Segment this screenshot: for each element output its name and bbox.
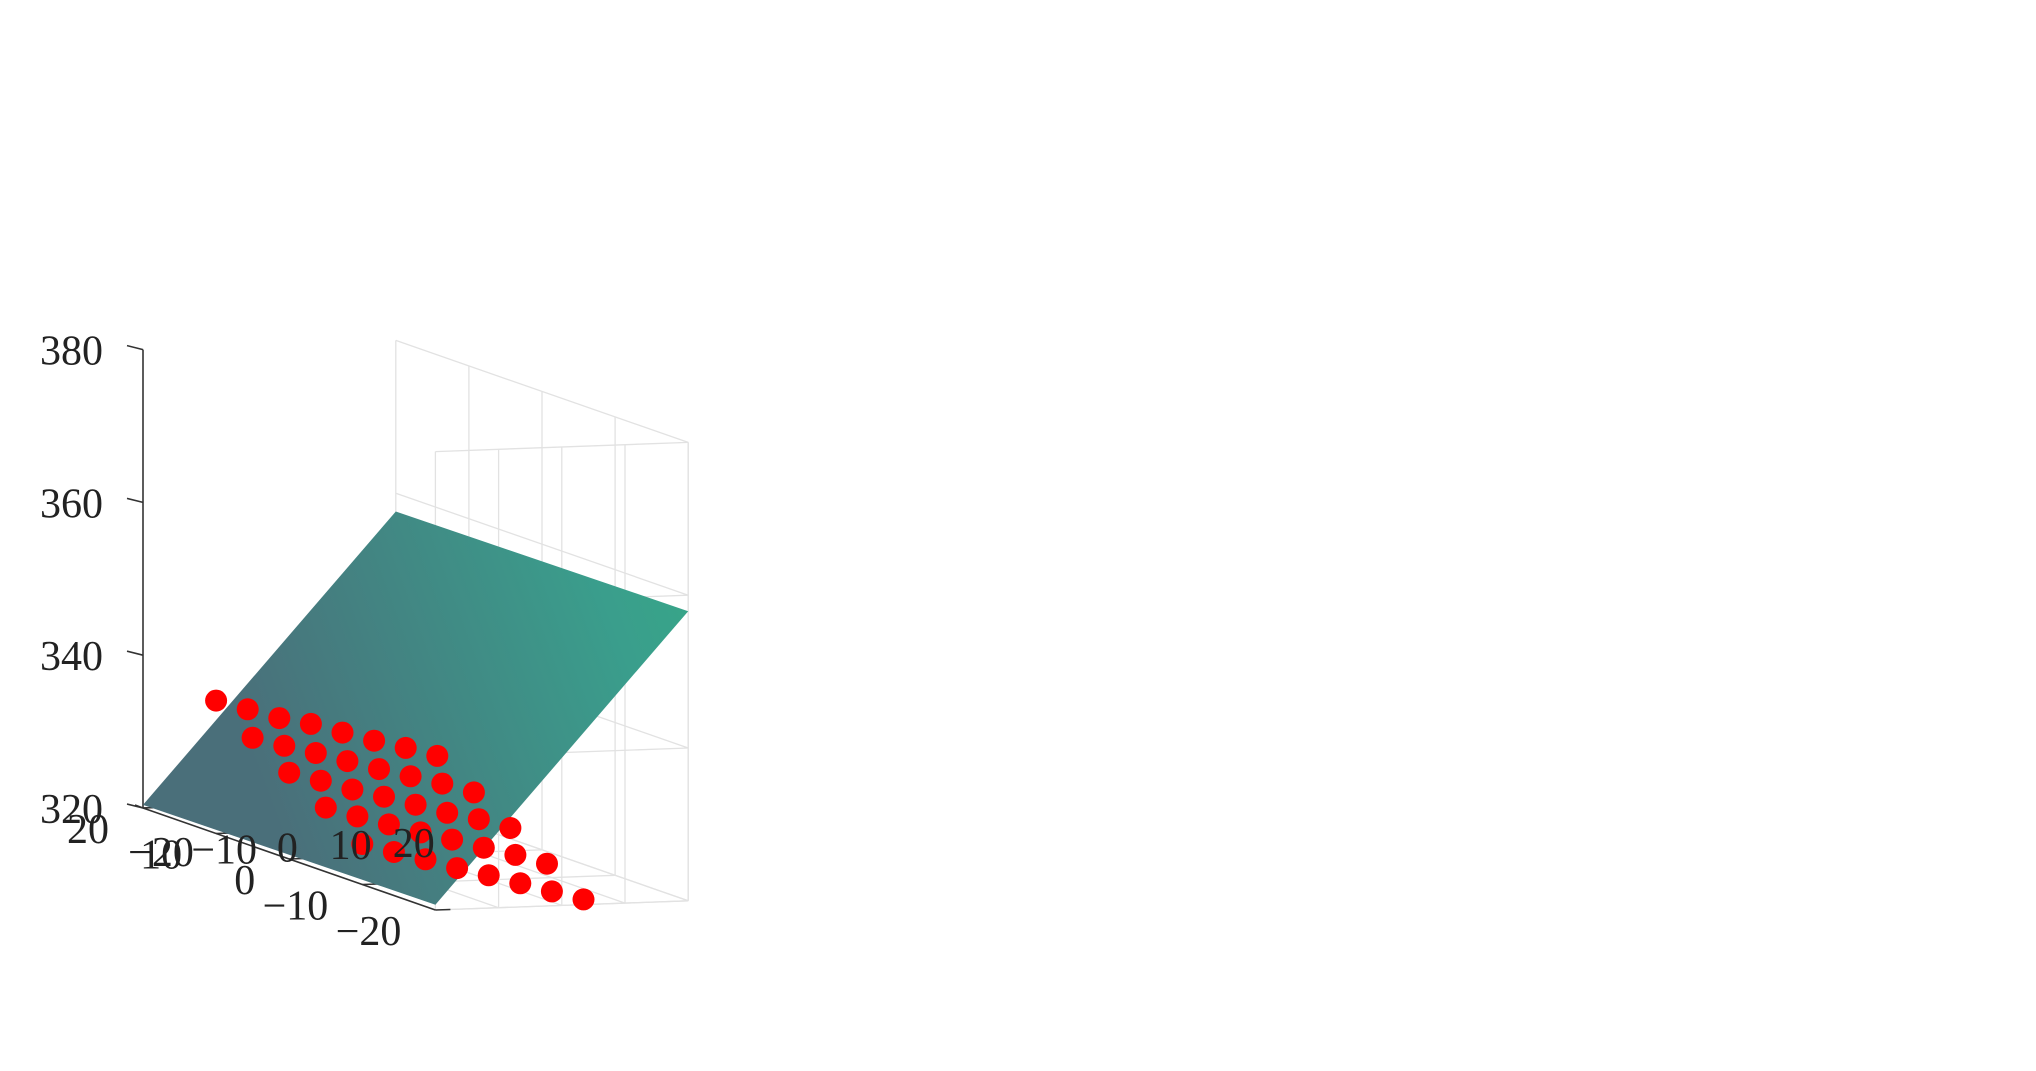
scatter-point xyxy=(341,778,364,801)
scatter-point xyxy=(236,698,259,721)
x-tick-label: 10 xyxy=(330,823,372,869)
scatter-point xyxy=(331,721,354,744)
scatter-point xyxy=(273,734,296,757)
scatter-point xyxy=(499,817,522,839)
z-tick-label: 360 xyxy=(40,481,103,527)
y-tick-label: 10 xyxy=(140,833,182,879)
scatter-point xyxy=(462,781,485,804)
scatter-point xyxy=(504,843,527,866)
scatter-point xyxy=(309,769,332,792)
scatter-point xyxy=(446,857,469,880)
scatter-point xyxy=(304,742,327,764)
scatter-point xyxy=(377,813,400,836)
scatter-point xyxy=(336,750,359,773)
scatter-point xyxy=(205,689,228,712)
back-wall-grid-line xyxy=(435,441,689,453)
scatter-point xyxy=(368,758,390,781)
scatter-point xyxy=(351,833,374,855)
x-tick-label: −10 xyxy=(191,828,257,874)
scatter-point xyxy=(404,793,427,816)
scatter-point xyxy=(472,836,495,859)
scatter-point xyxy=(382,841,405,863)
scatter-point xyxy=(268,707,291,730)
scatter-point xyxy=(409,821,432,844)
scatter-point xyxy=(536,852,558,875)
scatter-point xyxy=(314,796,337,819)
fitted-surface-plane xyxy=(143,511,689,905)
y-tick-label: 0 xyxy=(234,858,255,904)
x-tick-label: 0 xyxy=(277,825,298,871)
scatter-point xyxy=(346,805,369,828)
y-tick-label: −20 xyxy=(336,909,402,955)
side-wall-grid-line xyxy=(395,339,689,444)
y-tick-label: 20 xyxy=(67,807,109,853)
back-wall-grid-line xyxy=(435,900,689,911)
y-tick-mark xyxy=(435,908,451,911)
y-tick-label: −10 xyxy=(263,884,329,930)
scatter-point xyxy=(477,864,500,887)
points-layer xyxy=(205,689,595,911)
z-tick-label: 380 xyxy=(40,329,103,375)
scatter-point xyxy=(278,761,301,784)
scatter-point xyxy=(436,801,459,824)
scatter-point xyxy=(414,848,437,871)
scatter-point xyxy=(540,880,563,903)
z-tick-label: 320 xyxy=(40,787,103,833)
scatter-point xyxy=(299,712,322,735)
z-tick-mark xyxy=(126,803,144,809)
x-tick-label: 20 xyxy=(393,821,435,867)
z-tick-mark xyxy=(126,497,144,504)
scatter-point xyxy=(572,888,595,911)
scatter-point xyxy=(399,765,422,788)
surface-layer xyxy=(143,511,689,905)
side-wall-grid-line xyxy=(395,492,689,596)
scatter-point xyxy=(431,772,454,795)
z-tick-label: 340 xyxy=(40,634,103,680)
scatter-point xyxy=(426,744,449,767)
scatter-point xyxy=(441,828,464,851)
scatter-point xyxy=(467,808,490,831)
z-tick-mark xyxy=(126,344,144,351)
scatter-point xyxy=(394,736,417,759)
scatter-point xyxy=(241,726,264,749)
z-tick-mark xyxy=(126,650,144,656)
scatter-point xyxy=(373,785,395,808)
scatter-point xyxy=(509,872,532,895)
x-tick-label: −20 xyxy=(128,830,194,876)
scatter-point xyxy=(363,729,386,752)
y-tick-mark xyxy=(362,883,378,886)
